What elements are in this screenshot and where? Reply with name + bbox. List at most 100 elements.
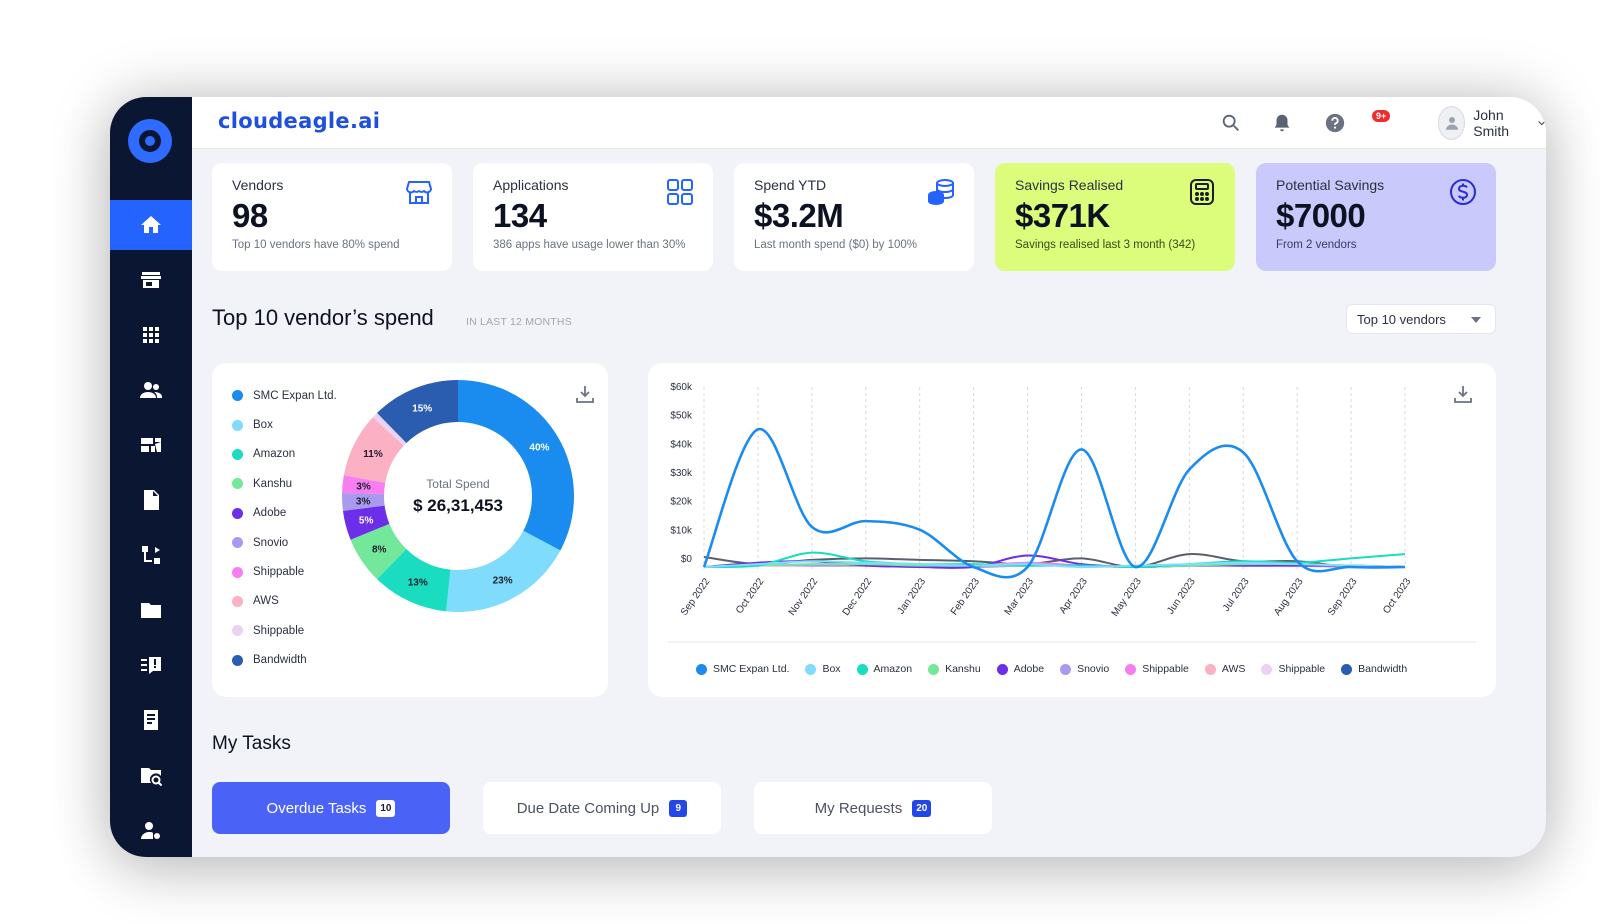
legend-item[interactable]: Snovio — [1060, 663, 1109, 675]
sidebar-item-users[interactable] — [110, 365, 192, 415]
legend-item[interactable]: Shippable — [232, 557, 337, 586]
donut-slice[interactable] — [458, 380, 574, 551]
y-tick-label: $20k — [670, 497, 693, 508]
legend-swatch — [928, 663, 940, 675]
avatar — [1438, 106, 1466, 140]
x-tick-label: Jun 2023 — [1165, 576, 1198, 616]
tab-due-date-coming-up[interactable]: Due Date Coming Up 9 — [483, 782, 721, 834]
legend-item[interactable]: Shippable — [1261, 663, 1325, 675]
home-icon — [141, 216, 161, 233]
help-icon[interactable] — [1324, 112, 1346, 134]
donut-slice[interactable] — [446, 530, 561, 612]
x-tick-label: Apr 2023 — [1058, 576, 1091, 616]
legend-item[interactable]: Kanshu — [232, 469, 337, 498]
legend-item[interactable]: Box — [805, 663, 841, 675]
legend-item[interactable]: Bandwidth — [232, 646, 337, 675]
legend-item[interactable]: AWS — [232, 587, 337, 616]
sidebar-item-documents[interactable] — [110, 475, 192, 525]
tasks-title: My Tasks — [212, 733, 291, 754]
legend-item[interactable]: Amazon — [232, 440, 337, 469]
stat-card-applications[interactable]: Applications 134 386 apps have usage low… — [473, 163, 713, 271]
legend-item[interactable]: Shippable — [232, 616, 337, 645]
brand-logo[interactable]: cloudeagle.ai — [218, 109, 381, 133]
sidebar-item-home[interactable] — [110, 200, 192, 250]
stat-sub: From 2 vendors — [1276, 239, 1357, 251]
legend-item[interactable]: Snovio — [232, 528, 337, 557]
download-icon[interactable] — [1452, 383, 1474, 405]
legend-item[interactable]: Box — [232, 410, 337, 439]
donut-slice[interactable] — [342, 505, 390, 540]
sidebar-item-user-settings[interactable] — [110, 805, 192, 855]
spend-section-subtitle: IN LAST 12 MONTHS — [466, 316, 572, 328]
legend-item[interactable]: Adobe — [232, 499, 337, 528]
search-icon[interactable] — [1220, 112, 1242, 134]
sidebar-item-store[interactable] — [110, 255, 192, 305]
sidebar-item-apps[interactable] — [110, 310, 192, 360]
donut-center-value: $ 26,31,453 — [413, 496, 503, 515]
folder-icon — [141, 603, 161, 618]
sidebar-item-folder-search[interactable] — [110, 750, 192, 800]
report-icon — [144, 710, 158, 730]
user-menu[interactable]: John Smith — [1438, 106, 1546, 140]
donut-slice[interactable] — [342, 475, 386, 495]
legend-label: SMC Expan Ltd. — [713, 663, 790, 675]
logo-icon[interactable] — [128, 119, 172, 163]
tab-overdue-tasks[interactable]: Overdue Tasks 10 — [212, 782, 450, 834]
donut-slice-label: 5% — [359, 516, 374, 527]
x-tick-label: Sep 2022 — [679, 576, 713, 618]
legend-label: Adobe — [1013, 663, 1045, 675]
legend-swatch — [1060, 663, 1072, 675]
y-tick-label: $50k — [670, 411, 693, 422]
sidebar-item-workflows[interactable] — [110, 530, 192, 580]
vendor-filter-select[interactable]: Top 10 vendors — [1346, 304, 1496, 334]
donut-slice[interactable] — [343, 417, 404, 483]
tab-my-requests[interactable]: My Requests 20 — [754, 782, 992, 834]
dollar-icon — [1448, 177, 1478, 207]
bell-icon[interactable] — [1271, 112, 1293, 134]
donut-legend: SMC Expan Ltd. Box Amazon Kanshu Adobe Snovio… — [232, 381, 337, 675]
legend-swatch — [856, 663, 868, 675]
legend-item[interactable]: Shippable — [1125, 663, 1189, 675]
stat-sub: 386 apps have usage lower than 30% — [493, 239, 686, 251]
stat-card-spend-ytd[interactable]: Spend YTD $3.2M Last month spend ($0) by… — [734, 163, 974, 271]
line-legend: SMC Expan Ltd. Box Amazon Kanshu Adobe Snovio… — [696, 663, 1407, 675]
legend-item[interactable]: Kanshu — [928, 663, 981, 675]
series-line[interactable] — [703, 560, 1406, 569]
sidebar-item-alerts[interactable] — [110, 640, 192, 690]
series-line[interactable] — [702, 428, 1406, 579]
legend-item[interactable]: AWS — [1204, 663, 1245, 675]
stat-card-savings-realised[interactable]: Savings Realised $371K Savings realised … — [995, 163, 1235, 271]
series-line[interactable] — [703, 553, 1406, 569]
legend-item[interactable]: SMC Expan Ltd. — [232, 381, 337, 410]
donut-slice[interactable] — [377, 548, 451, 612]
donut-slice[interactable] — [377, 380, 458, 444]
donut-slice[interactable] — [350, 523, 407, 580]
stat-value: $3.2M — [754, 197, 844, 234]
sidebar-item-folders[interactable] — [110, 585, 192, 635]
legend-label: SMC Expan Ltd. — [253, 389, 337, 402]
stat-sub: Savings realised last 3 month (342) — [1015, 239, 1196, 251]
chevron-down-icon — [1537, 120, 1545, 126]
donut-slice[interactable] — [372, 412, 407, 446]
stat-value: 134 — [493, 197, 547, 234]
sidebar-item-reports[interactable] — [110, 695, 192, 745]
legend-item[interactable]: Bandwidth — [1341, 663, 1407, 675]
notification-badge: 9+ — [1372, 110, 1391, 122]
legend-swatch — [232, 595, 243, 607]
donut-slice-label: 8% — [372, 545, 387, 556]
tab-count-badge: 9 — [669, 799, 688, 817]
legend-item[interactable]: SMC Expan Ltd. — [696, 663, 789, 675]
legend-item[interactable]: Adobe — [996, 663, 1045, 675]
x-tick-label: Mar 2023 — [1003, 576, 1036, 617]
tab-count-badge: 20 — [912, 799, 932, 817]
stat-card-vendors[interactable]: Vendors 98 Top 10 vendors have 80% spend — [212, 163, 452, 271]
caret-down-icon — [1471, 317, 1481, 323]
sidebar-item-dashboard[interactable] — [110, 420, 192, 470]
stat-card-potential-savings[interactable]: Potential Savings $7000 From 2 vendors — [1256, 163, 1496, 271]
stat-sub: Top 10 vendors have 80% spend — [232, 239, 400, 251]
download-icon[interactable] — [574, 383, 596, 405]
legend-label: Shippable — [253, 566, 305, 579]
legend-item[interactable]: Amazon — [856, 663, 912, 675]
donut-slice-label: 11% — [363, 449, 383, 460]
donut-slice[interactable] — [342, 493, 385, 511]
